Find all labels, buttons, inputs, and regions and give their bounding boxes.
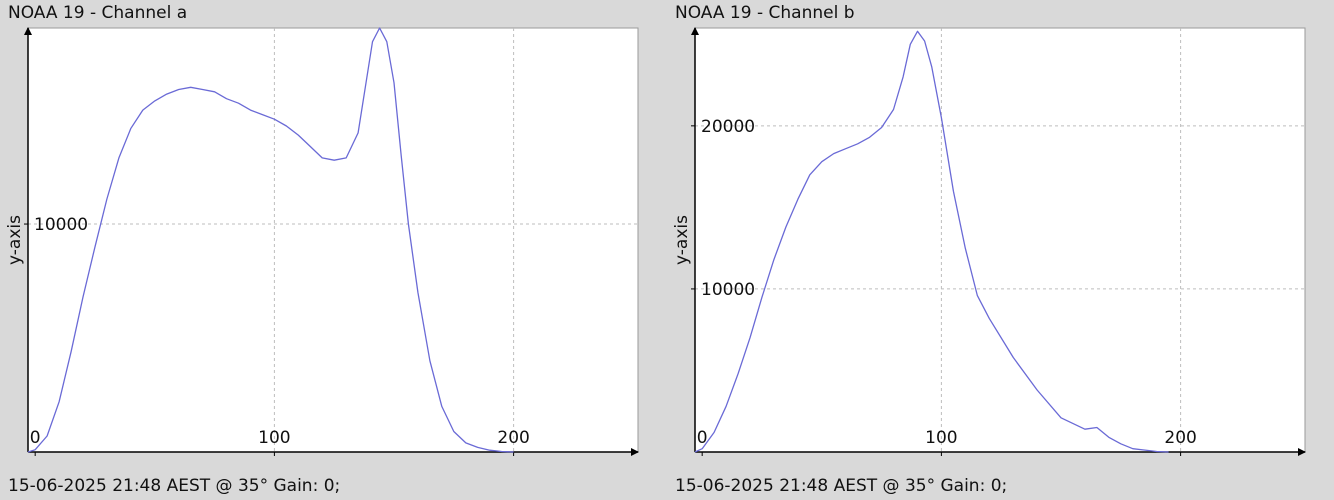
x-axis-arrow-icon: [1298, 448, 1306, 456]
x-tick-label: 100: [925, 428, 957, 448]
plot-area: [694, 27, 1306, 453]
x-tick-label: 200: [1164, 428, 1196, 448]
chart-panel-channel-b: NOAA 19 - Channel b 0 100 200 10000 20000 y-a…: [667, 0, 1334, 500]
y-axis-arrow-icon: [691, 27, 699, 35]
x-tick-label: 200: [497, 428, 529, 448]
chart-panel-channel-a: NOAA 19 - Channel a 0 100 200 10000 y-axis 1…: [5, 3, 639, 496]
y-tick-label: 20000: [701, 117, 755, 137]
y-tick-label: 10000: [34, 215, 88, 235]
series-line: [27, 27, 514, 453]
x-tick-label: 0: [697, 428, 708, 448]
x-tick-label: 0: [30, 428, 41, 448]
chart-footer: 15-06-2025 21:48 AEST @ 35° Gain: 0;: [8, 476, 341, 496]
chart-plot: 0 100 200 10000 20000 y-axis: [672, 27, 1306, 456]
x-tick-label: 100: [258, 428, 290, 448]
y-tick-label: 10000: [701, 280, 755, 300]
chart-footer: 15-06-2025 21:48 AEST @ 35° Gain: 0;: [675, 476, 1008, 496]
y-axis-label: y-axis: [672, 215, 692, 265]
x-axis-arrow-icon: [631, 448, 639, 456]
series-line: [694, 30, 1169, 453]
chart-plot: 0 100 200 10000 y-axis: [5, 27, 639, 456]
y-axis-label: y-axis: [5, 215, 25, 265]
chart-title: NOAA 19 - Channel b: [675, 3, 855, 23]
chart-title: NOAA 19 - Channel a: [8, 3, 188, 23]
plot-area: [27, 27, 639, 453]
y-axis-arrow-icon: [24, 27, 32, 35]
